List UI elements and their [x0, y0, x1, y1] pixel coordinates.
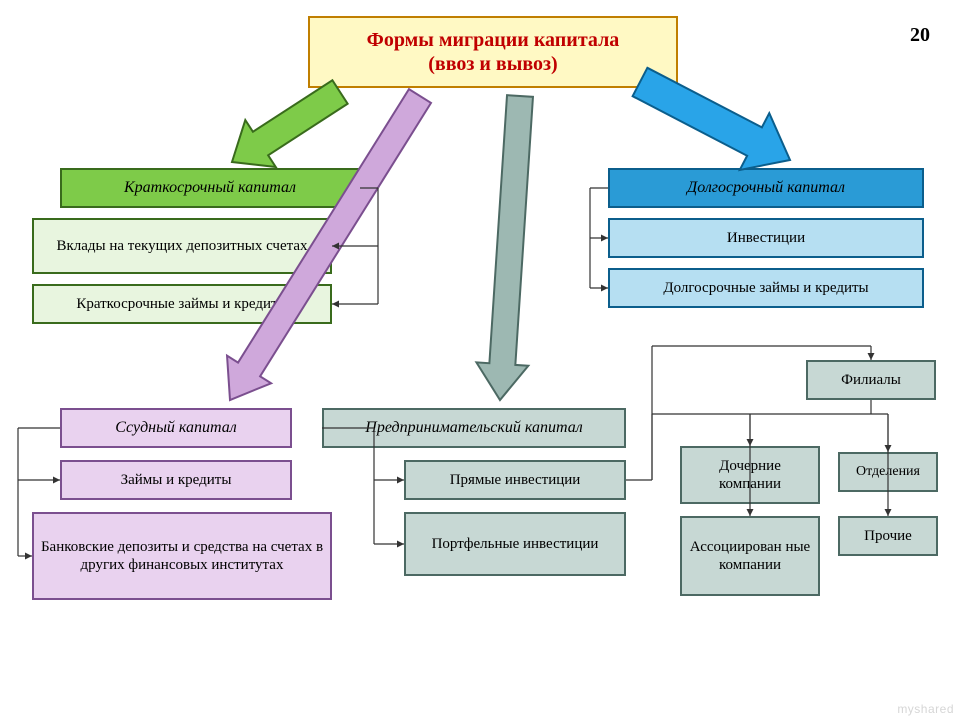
node-investments: Инвестиции [608, 218, 924, 258]
node-bank_deposits: Банковские депозиты и средства на счетах… [32, 512, 332, 600]
node-long_term: Долгосрочный капитал [608, 168, 924, 208]
node-deposits: Вклады на текущих депозитных счетах [32, 218, 332, 274]
node-subsidiaries: Дочерние компании [680, 446, 820, 504]
node-branches: Филиалы [806, 360, 936, 400]
node-loans: Займы и кредиты [60, 460, 292, 500]
node-short_loans: Краткосрочные займы и кредиты [32, 284, 332, 324]
diagram-canvas: 20 Формы миграции капитала (ввоз и вывоз… [0, 0, 960, 720]
title-box: Формы миграции капитала (ввоз и вывоз) [308, 16, 678, 88]
page-number: 20 [900, 20, 940, 50]
node-associated: Ассоциирован ные компании [680, 516, 820, 596]
node-others: Прочие [838, 516, 938, 556]
node-long_loans: Долгосрочные займы и кредиты [608, 268, 924, 308]
title-line2: (ввоз и вывоз) [367, 52, 620, 76]
node-departments: Отделения [838, 452, 938, 492]
node-short_term: Краткосрочный капитал [60, 168, 360, 208]
node-direct_inv: Прямые инвестиции [404, 460, 626, 500]
watermark: myshared [897, 702, 954, 716]
node-portfolio_inv: Портфельные инвестиции [404, 512, 626, 576]
node-loan_capital: Ссудный капитал [60, 408, 292, 448]
node-entrepreneur: Предпринимательский капитал [322, 408, 626, 448]
title-line1: Формы миграции капитала [367, 28, 620, 52]
